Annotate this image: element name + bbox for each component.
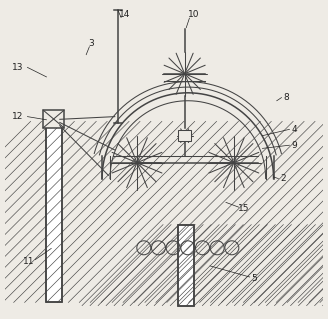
- Text: 13: 13: [12, 63, 24, 72]
- Bar: [178, 130, 191, 141]
- Text: 14: 14: [119, 11, 130, 19]
- Text: 15: 15: [238, 204, 249, 213]
- Text: 2: 2: [280, 174, 286, 183]
- Bar: [178, 225, 194, 306]
- Bar: [47, 122, 62, 302]
- Text: 12: 12: [12, 112, 24, 121]
- Text: 8: 8: [283, 93, 289, 102]
- Text: 10: 10: [188, 11, 200, 19]
- Text: 9: 9: [291, 141, 297, 150]
- Text: 5: 5: [252, 274, 257, 283]
- Bar: [47, 122, 62, 302]
- Text: 3: 3: [88, 39, 94, 48]
- Bar: [178, 225, 194, 306]
- Text: 4: 4: [291, 125, 297, 134]
- Text: 11: 11: [23, 257, 35, 266]
- Bar: [43, 110, 64, 128]
